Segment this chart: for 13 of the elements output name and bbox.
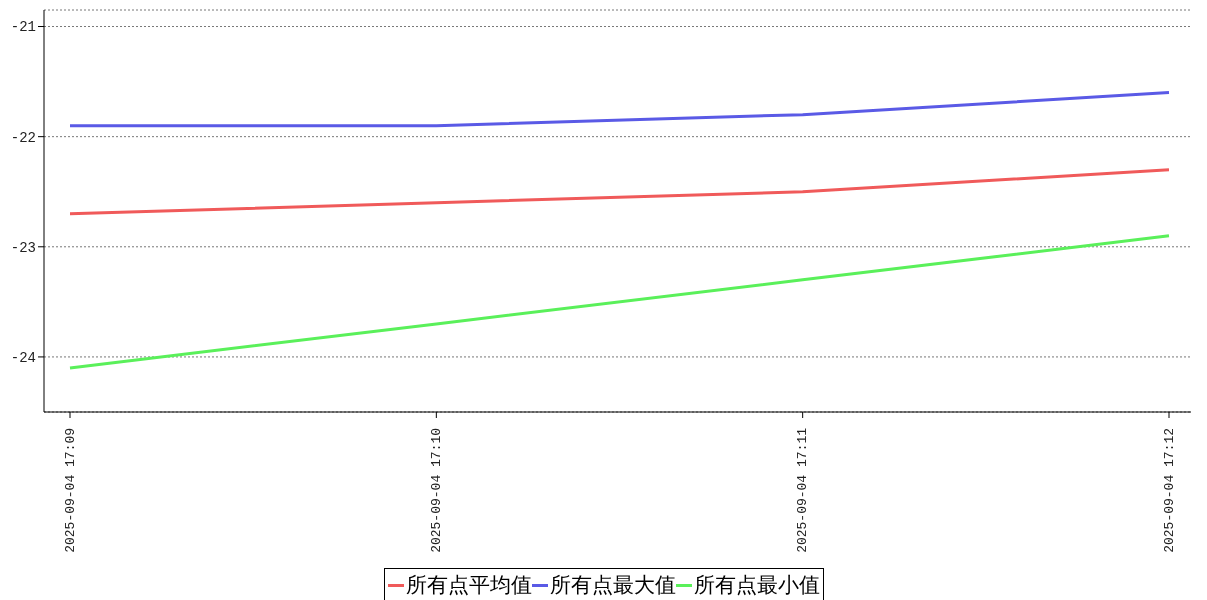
y-tick-label: -23 xyxy=(10,239,36,256)
x-tick-label: 2025-09-04 17:09 xyxy=(62,428,78,553)
x-tick-label: 2025-09-04 17:12 xyxy=(1161,428,1177,553)
line-series xyxy=(68,168,1171,216)
y-tick-label: -21 xyxy=(10,19,36,36)
y-tick-label: -22 xyxy=(10,129,36,146)
x-tick-label: 2025-09-04 17:11 xyxy=(795,427,811,553)
x-tick-label: 2025-09-04 17:10 xyxy=(428,428,444,553)
legend-label: 所有点最小值 xyxy=(693,572,820,599)
legend-label: 所有点最大值 xyxy=(549,572,676,599)
y-tick-label: -24 xyxy=(10,349,36,366)
line-series xyxy=(68,234,1171,370)
legend-label: 所有点平均值 xyxy=(405,572,532,599)
